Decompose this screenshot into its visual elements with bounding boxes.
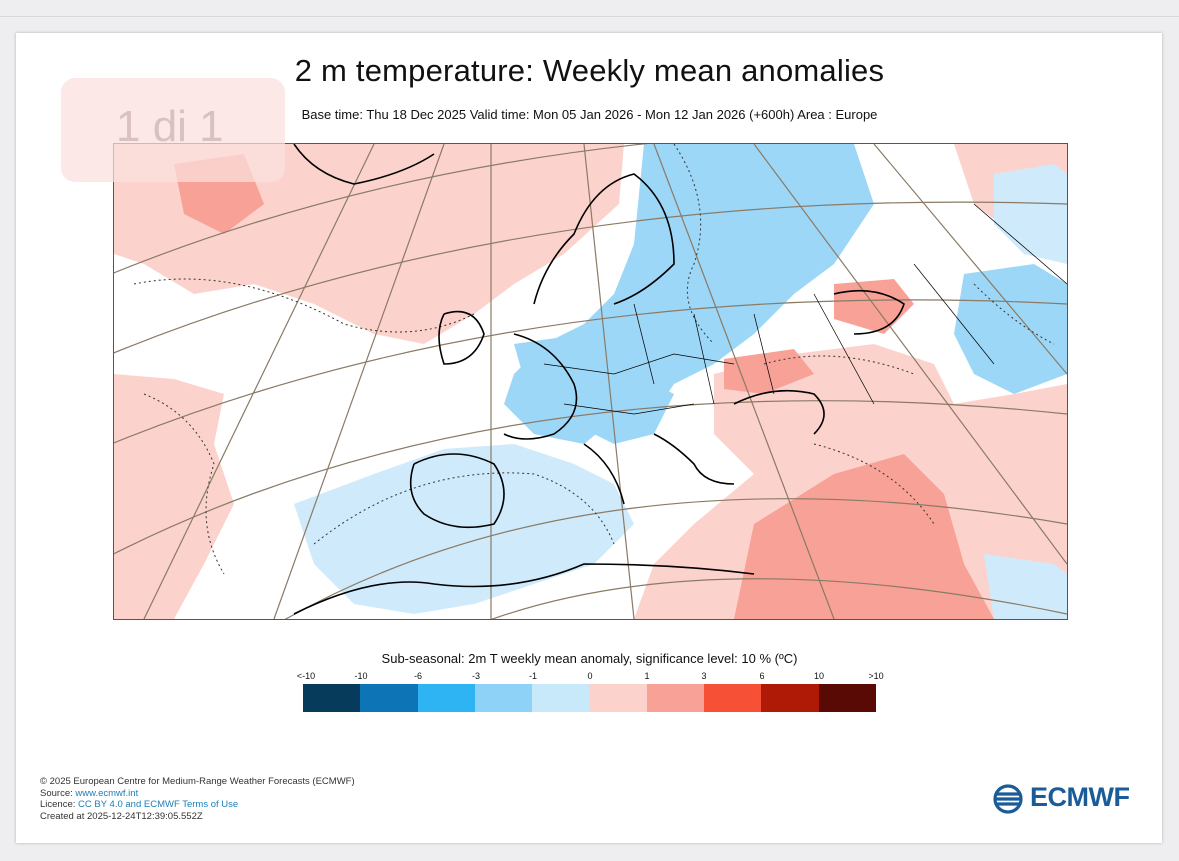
ecmwf-logo-text: ECMWF — [1030, 782, 1130, 812]
colorbar-swatch — [589, 684, 647, 712]
coastlines — [293, 144, 905, 615]
colorbar-label: 1 — [644, 671, 650, 681]
colorbar-label: >10 — [868, 671, 884, 681]
colorbar-swatch — [360, 684, 418, 712]
source-line: Source: www.ecmwf.int — [40, 788, 355, 800]
significance-contours — [133, 144, 1055, 575]
colorbar-swatch — [818, 684, 876, 712]
colorbar-swatch — [532, 684, 590, 712]
colorbar-swatch — [303, 684, 361, 712]
chart-title: 2 m temperature: Weekly mean anomalies — [294, 53, 885, 88]
warm-region-africa — [734, 454, 994, 619]
colorbar-label: 3 — [701, 671, 707, 681]
graticule — [114, 144, 1067, 619]
colorbar-label: 0 — [587, 671, 593, 681]
viewer-toolbar — [0, 0, 1179, 17]
warm-region-west-atlantic — [114, 374, 234, 619]
page-indicator-badge: 1 di 1 — [61, 78, 285, 182]
colorbar-swatch — [761, 684, 819, 712]
colorbar-label: <-10 — [296, 671, 316, 681]
licence-line: Licence: CC BY 4.0 and ECMWF Terms of Us… — [40, 799, 355, 811]
colorbar-swatch — [646, 684, 705, 712]
source-link[interactable]: www.ecmwf.int — [75, 787, 139, 799]
colorbar-swatch — [474, 684, 533, 712]
colorbar-label: -1 — [528, 671, 538, 681]
anomaly-map — [113, 143, 1068, 620]
footer: © 2025 European Centre for Medium-Range … — [40, 776, 355, 822]
colorbar-label: -3 — [471, 671, 481, 681]
country-borders — [543, 203, 1067, 415]
colorbar-labels: <-10 -10 -6 -3 -1 0 1 3 6 10 >10 — [0, 671, 1179, 683]
created-text: Created at 2025-12-24T12:39:05.552Z — [40, 810, 203, 822]
colorbar-label: -10 — [354, 671, 368, 681]
colorbar-label: 6 — [759, 671, 765, 681]
chart-subtitle: Base time: Thu 18 Dec 2025 Valid time: M… — [301, 107, 878, 122]
licence-label: Licence: — [40, 799, 79, 810]
colorbar-title: Sub-seasonal: 2m T weekly mean anomaly, … — [381, 651, 798, 666]
colorbar-label: -6 — [413, 671, 423, 681]
cold-region-central-europe — [514, 334, 674, 444]
copyright-text: © 2025 European Centre for Medium-Range … — [40, 776, 355, 787]
ecmwf-logo-icon — [993, 784, 1023, 814]
cold-region-middle-east — [984, 554, 1067, 619]
page-indicator-label: 1 di 1 — [116, 102, 224, 151]
colorbar-swatch — [417, 684, 475, 712]
colorbar-swatch — [704, 684, 762, 712]
cold-region-siberia — [994, 164, 1067, 264]
warm-region-anatolia — [724, 349, 814, 394]
cold-region-iberia-atlantic — [294, 444, 634, 614]
colorbar-label: 10 — [813, 671, 825, 681]
cold-region-east — [954, 264, 1067, 394]
licence-link[interactable]: CC BY 4.0 and ECMWF Terms of Use — [78, 799, 239, 810]
source-label: Source: — [40, 787, 76, 799]
colorbar — [303, 684, 876, 712]
